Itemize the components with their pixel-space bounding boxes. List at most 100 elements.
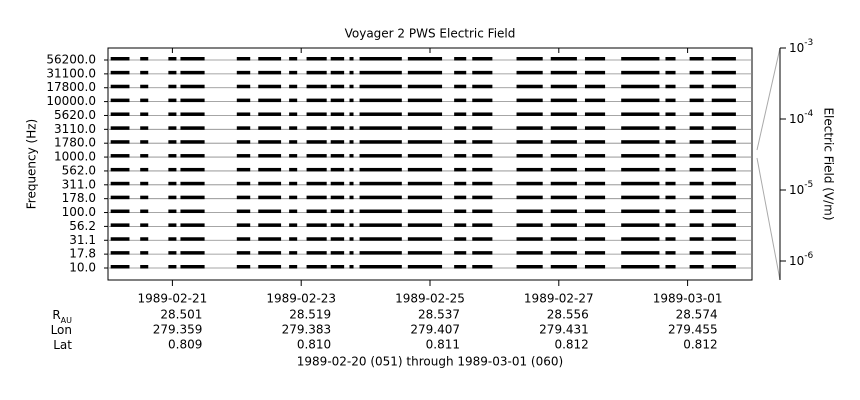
channel-data bbox=[180, 57, 205, 61]
y-tick-label: 10000.0 bbox=[46, 94, 96, 108]
channel-data bbox=[711, 84, 736, 89]
channel-data bbox=[359, 251, 402, 255]
channel-data bbox=[140, 195, 149, 200]
channel-data bbox=[550, 195, 577, 200]
channel-data bbox=[472, 154, 493, 158]
y2-tick-exponent: -4 bbox=[804, 108, 813, 118]
channel-data bbox=[110, 154, 130, 158]
x-axis-label: 1989-02-20 (051) through 1989-03-01 (060… bbox=[297, 355, 563, 369]
channel-data bbox=[472, 140, 493, 144]
channel-data bbox=[349, 223, 354, 227]
channel-data bbox=[140, 237, 149, 241]
channel-data bbox=[454, 223, 467, 227]
channel-data bbox=[289, 84, 298, 89]
channel-data bbox=[110, 223, 130, 227]
channel-data bbox=[236, 209, 251, 214]
channel-data bbox=[306, 251, 327, 255]
channel-data bbox=[454, 154, 467, 158]
channel-data bbox=[168, 126, 177, 130]
channel-data bbox=[665, 98, 676, 103]
channel-data bbox=[140, 209, 149, 214]
y2-tick-base: 10 bbox=[789, 182, 804, 196]
channel-data bbox=[472, 112, 493, 116]
channel-data bbox=[258, 237, 282, 241]
channel-data bbox=[407, 126, 443, 130]
channel-data bbox=[584, 70, 606, 75]
channel-data bbox=[258, 57, 282, 61]
channel-data bbox=[665, 140, 676, 144]
channel-data bbox=[306, 84, 327, 89]
channel-data bbox=[330, 84, 345, 89]
channel-data bbox=[454, 126, 467, 130]
channel-data bbox=[689, 167, 704, 172]
channel-data bbox=[472, 195, 493, 200]
channel-data bbox=[359, 181, 402, 186]
channel-data bbox=[516, 181, 543, 186]
channel-data bbox=[621, 209, 660, 214]
channel-data bbox=[110, 195, 130, 200]
ephemeris-value: 28.519 bbox=[289, 308, 331, 322]
channel-data bbox=[359, 209, 402, 214]
channel-data bbox=[349, 154, 354, 158]
channel-data bbox=[330, 140, 345, 144]
channel-data bbox=[584, 140, 606, 144]
channel-data bbox=[665, 167, 676, 172]
channel-data bbox=[168, 57, 177, 61]
channel-data bbox=[330, 237, 345, 241]
channel-data bbox=[330, 265, 345, 269]
ephemeris-value: 28.537 bbox=[418, 308, 460, 322]
channel-data bbox=[289, 265, 298, 269]
channel-data bbox=[621, 70, 660, 75]
channel-data bbox=[584, 223, 606, 227]
channel-data bbox=[550, 209, 577, 214]
channel-data bbox=[516, 251, 543, 255]
channel-data bbox=[711, 265, 736, 269]
channel-data bbox=[110, 251, 130, 255]
ephemeris-value: 279.359 bbox=[153, 323, 203, 337]
channel-data bbox=[236, 167, 251, 172]
x-tick-label: 1989-03-01 bbox=[653, 292, 723, 306]
channel-data bbox=[168, 209, 177, 214]
channel-data bbox=[472, 98, 493, 103]
channel-data bbox=[516, 57, 543, 61]
channel-data bbox=[407, 70, 443, 75]
channel-data bbox=[454, 195, 467, 200]
channel-data bbox=[289, 223, 298, 227]
channel-data bbox=[330, 181, 345, 186]
channel-data bbox=[180, 209, 205, 214]
channel-data bbox=[180, 265, 205, 269]
channel-data bbox=[454, 84, 467, 89]
channel-data bbox=[330, 209, 345, 214]
ephemeris-value: 279.407 bbox=[410, 323, 460, 337]
channel-data bbox=[621, 154, 660, 158]
channel-data bbox=[168, 154, 177, 158]
channel-data bbox=[711, 181, 736, 186]
channel-data bbox=[140, 112, 149, 116]
channel-data bbox=[110, 265, 130, 269]
channel-data bbox=[258, 154, 282, 158]
channel-data bbox=[140, 140, 149, 144]
channel-data bbox=[168, 140, 177, 144]
y-tick-label: 311.0 bbox=[62, 177, 96, 191]
channel-data bbox=[472, 70, 493, 75]
channel-data bbox=[359, 237, 402, 241]
channel-data bbox=[584, 84, 606, 89]
channel-data bbox=[236, 181, 251, 186]
y-tick-label: 10.0 bbox=[69, 261, 96, 275]
channel-data bbox=[472, 251, 493, 255]
channel-data bbox=[289, 112, 298, 116]
ephemeris-label-main: R bbox=[52, 308, 60, 322]
channel-data bbox=[168, 251, 177, 255]
channel-data bbox=[306, 126, 327, 130]
ephemeris-value: 28.574 bbox=[676, 308, 718, 322]
y-tick-label: 17800.0 bbox=[46, 80, 96, 94]
y-tick-label: 56200.0 bbox=[46, 53, 96, 67]
channel-data bbox=[689, 84, 704, 89]
channel-data bbox=[359, 265, 402, 269]
channel-data bbox=[306, 195, 327, 200]
ephemeris-value: 28.501 bbox=[160, 308, 202, 322]
channel-data bbox=[621, 57, 660, 61]
channel-data bbox=[665, 126, 676, 130]
channel-data bbox=[306, 209, 327, 214]
channel-data bbox=[454, 57, 467, 61]
